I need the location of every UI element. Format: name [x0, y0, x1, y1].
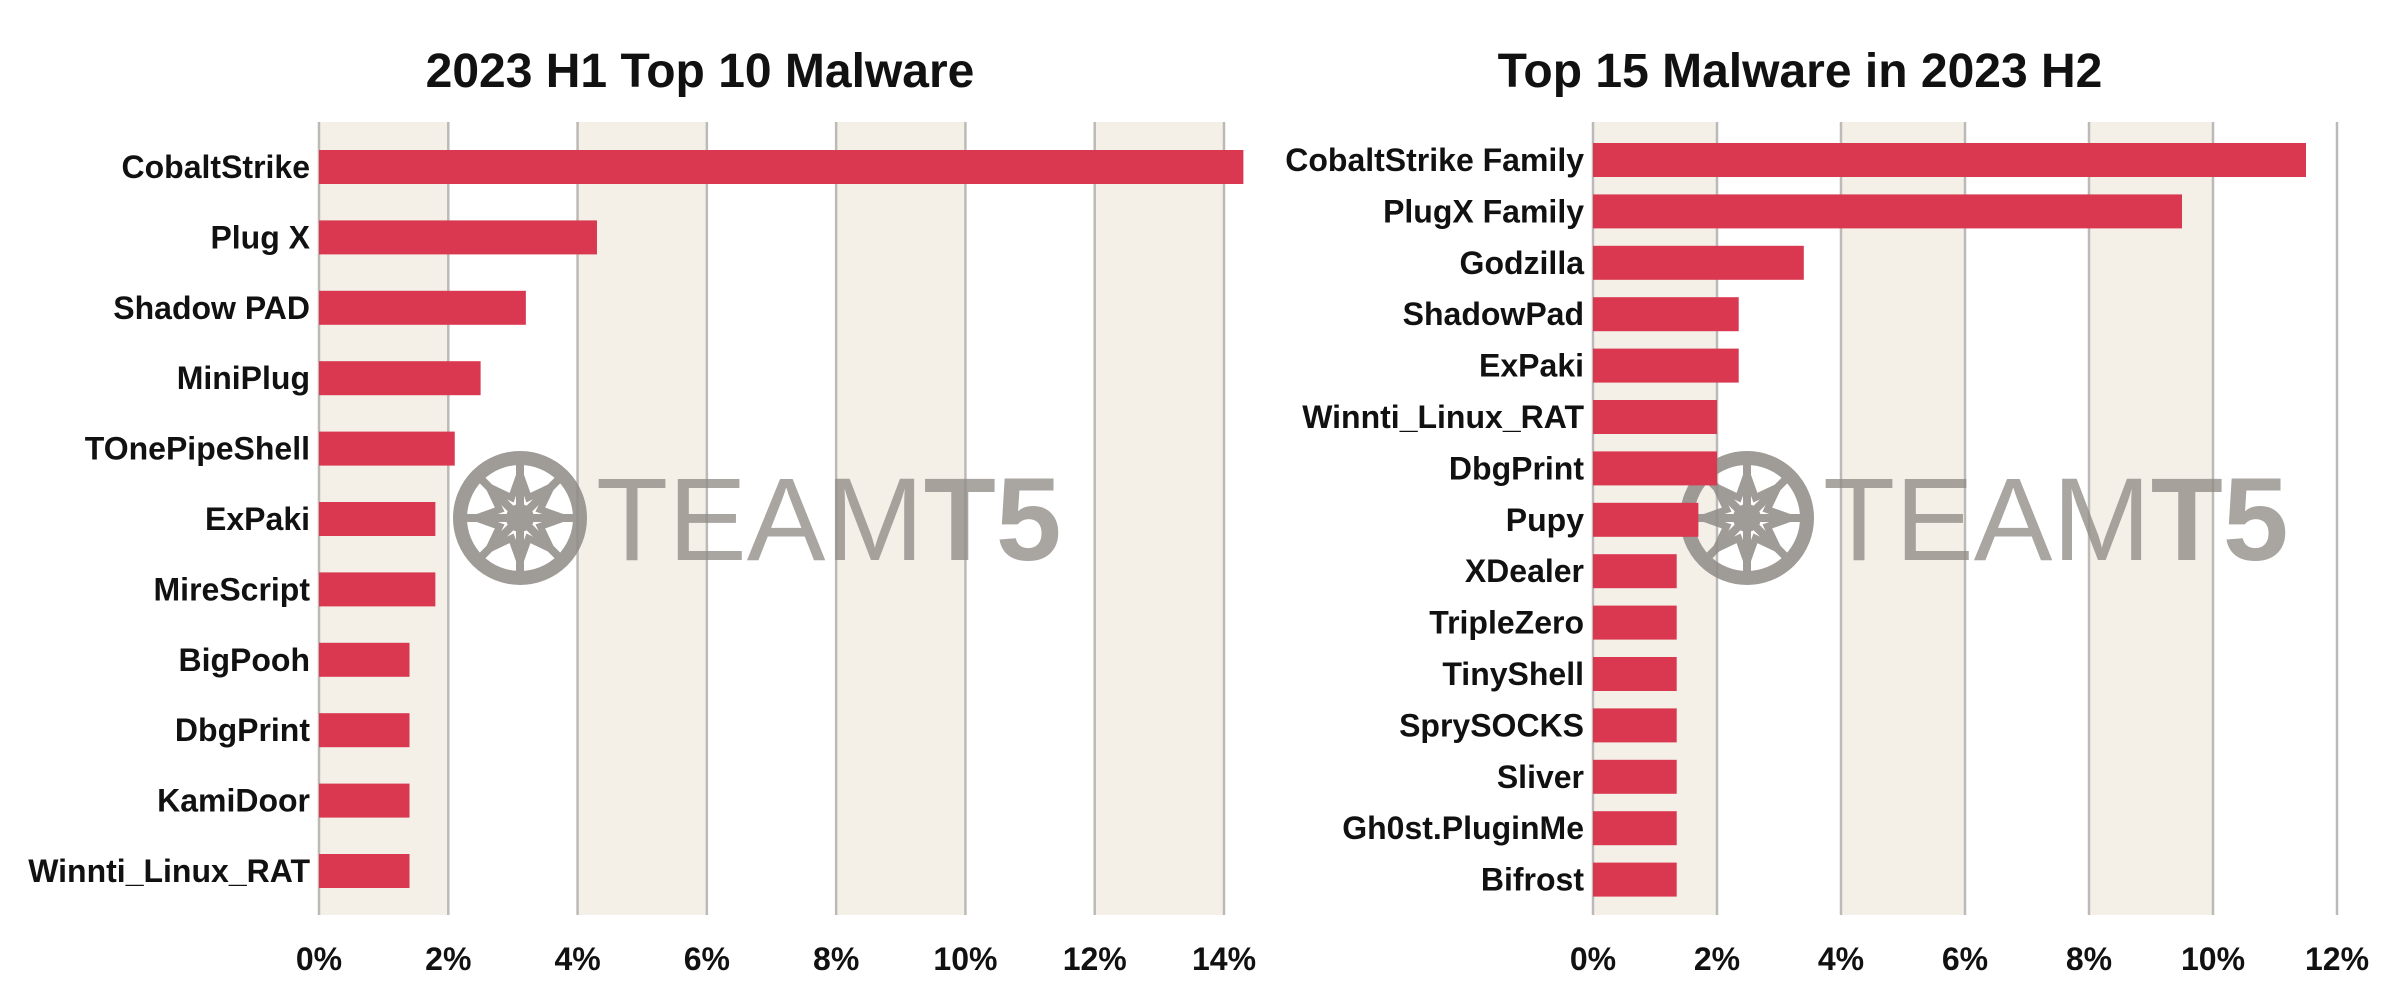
background-band	[836, 122, 966, 915]
x-tick-label: 0%	[296, 941, 342, 977]
category-label: Plug X	[210, 219, 310, 255]
category-label: ShadowPad	[1403, 296, 1584, 332]
background-band	[2089, 122, 2213, 915]
bar-sprysocks	[1593, 708, 1677, 743]
h1-chart-panel: 2023 H1 Top 10 Malware 0% 2% 4% 6% 8% 10% 12% 1…	[28, 45, 1256, 977]
x-tick-label: 14%	[1192, 941, 1256, 977]
x-tick-label: 10%	[2181, 941, 2245, 977]
bar-xdealer	[1593, 554, 1677, 589]
category-label: Bifrost	[1481, 862, 1584, 898]
category-label: TinyShell	[1442, 656, 1584, 692]
bar-winnti-linux-rat	[319, 854, 410, 888]
bar-triplezero	[1593, 605, 1677, 640]
category-label: DbgPrint	[175, 712, 310, 748]
x-tick-label: 10%	[933, 941, 997, 977]
bar-miniplug	[319, 361, 481, 396]
bar-gh0st-pluginme	[1593, 811, 1677, 846]
category-label: Shadow PAD	[113, 290, 310, 326]
watermark-text: TEAMT5	[596, 454, 1062, 586]
teamt5-watermark: TEAMT5	[1680, 451, 2289, 586]
bar-cobaltstrike	[319, 150, 1244, 184]
bar-bigpooh	[319, 642, 410, 677]
x-tick-label: 6%	[1942, 941, 1988, 977]
bar-cobaltstrike-family	[1593, 143, 2306, 177]
category-label: Winnti_Linux_RAT	[1302, 399, 1584, 435]
h1-chart-title: 2023 H1 Top 10 Malware	[426, 45, 975, 98]
bar-pupy	[1593, 502, 1699, 537]
x-tick-label: 4%	[554, 941, 600, 977]
category-label: Winnti_Linux_RAT	[28, 853, 310, 889]
category-label: KamiDoor	[157, 783, 310, 819]
category-label: CobaltStrike	[122, 149, 310, 185]
teamt5-watermark: TEAMT5	[453, 451, 1062, 586]
category-label: CobaltStrike Family	[1285, 142, 1584, 178]
category-label: SprySOCKS	[1399, 707, 1584, 743]
category-label: DbgPrint	[1449, 450, 1584, 486]
h2-chart-title: Top 15 Malware in 2023 H2	[1498, 45, 2103, 98]
category-label: Godzilla	[1460, 245, 1585, 281]
bar-dbgprint	[1593, 451, 1717, 486]
web-star-logo-icon	[453, 451, 587, 585]
category-label: MireScript	[154, 571, 311, 607]
category-label: Sliver	[1497, 759, 1584, 795]
category-label: TOnePipeShell	[85, 431, 310, 467]
bar-plug-x	[319, 220, 597, 255]
bar-sliver	[1593, 759, 1677, 794]
background-band	[1094, 122, 1224, 915]
bar-godzilla	[1593, 245, 1804, 280]
category-label: TripleZero	[1429, 605, 1584, 641]
category-label: BigPooh	[178, 642, 310, 678]
category-label: MiniPlug	[177, 360, 310, 396]
x-tick-label: 2%	[425, 941, 471, 977]
bar-plugx-family	[1593, 194, 2182, 229]
x-tick-label: 6%	[684, 941, 730, 977]
x-tick-label: 12%	[1063, 941, 1127, 977]
category-label: Pupy	[1506, 502, 1584, 538]
category-label: ExPaki	[205, 501, 310, 537]
h2-chart-panel: Top 15 Malware in 2023 H2 0% 2% 4% 6% 8% 10% 1…	[1285, 45, 2369, 977]
background-band	[1841, 122, 1965, 915]
x-tick-label: 2%	[1694, 941, 1740, 977]
x-tick-label: 8%	[2066, 941, 2112, 977]
background-band	[577, 122, 707, 915]
bar-expaki	[1593, 348, 1739, 383]
bar-expaki	[319, 502, 436, 536]
bar-shadowpad	[1593, 297, 1739, 332]
bar-tonepipeshell	[319, 431, 455, 466]
bar-kamidoor	[319, 783, 410, 818]
bar-dbgprint	[319, 713, 410, 748]
x-tick-label: 8%	[813, 941, 859, 977]
bar-mirescript	[319, 572, 436, 607]
bar-winnti-linux-rat	[1593, 400, 1717, 434]
watermark-text: TEAMT5	[1823, 454, 2289, 586]
bar-bifrost	[1593, 862, 1677, 897]
category-label: XDealer	[1465, 553, 1584, 589]
bar-tinyshell	[1593, 657, 1677, 691]
category-label: PlugX Family	[1383, 193, 1584, 229]
category-label: ExPaki	[1479, 348, 1584, 384]
x-tick-label: 4%	[1818, 941, 1864, 977]
x-tick-label: 0%	[1570, 941, 1616, 977]
category-label: Gh0st.PluginMe	[1342, 810, 1584, 846]
bar-shadow-pad	[319, 290, 526, 325]
x-tick-label: 12%	[2305, 941, 2369, 977]
